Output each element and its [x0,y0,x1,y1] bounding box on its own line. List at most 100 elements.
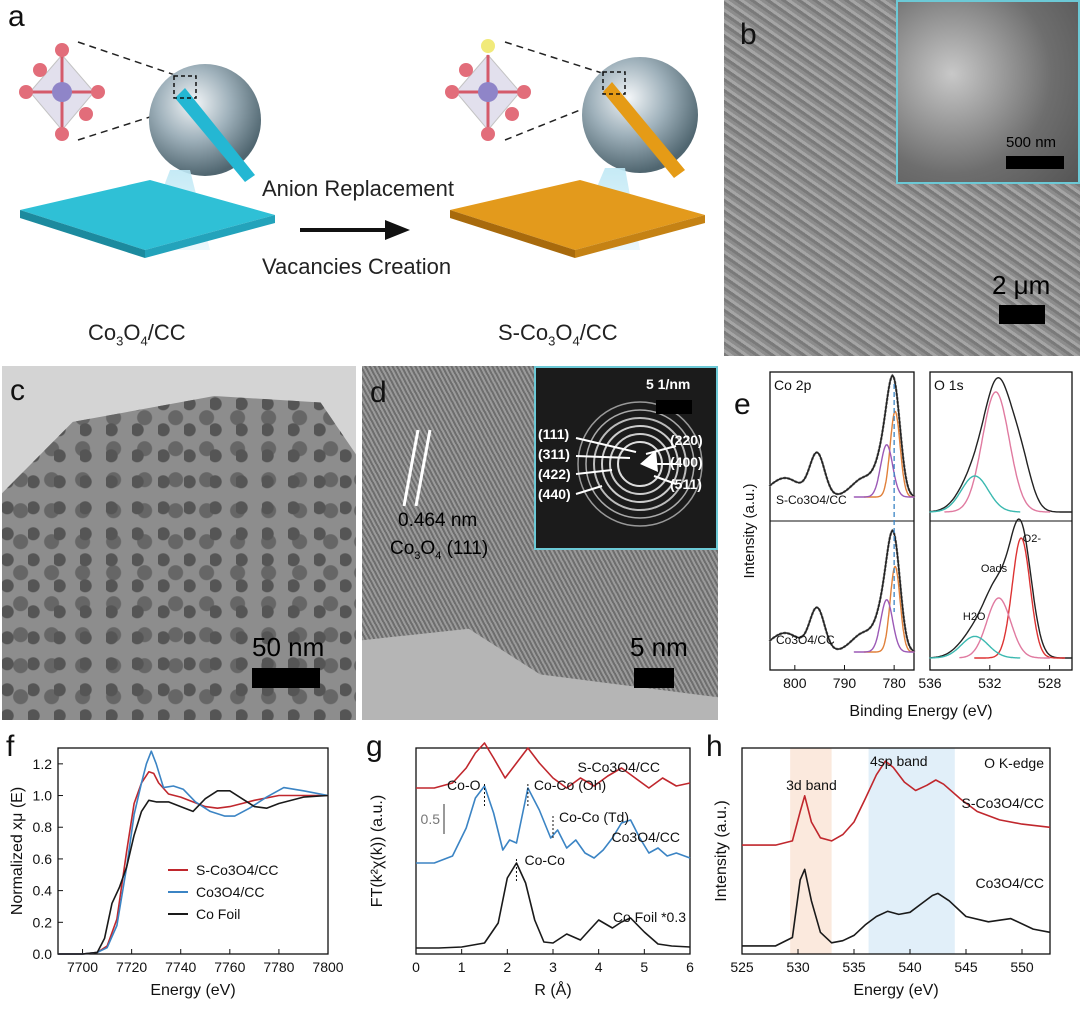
e-annotation: Oads [981,563,1008,575]
f-ytick-label: 1.2 [33,756,53,772]
e-o1s-bottom-comp2 [959,597,1051,659]
h-xtick-label: 545 [954,959,978,975]
panel-e: 800 790 780 536 532 528 Co 2p O 1s S-Co3O4/CC Co3… [722,362,1080,724]
inset-scale-label: 500 nm [1006,134,1057,151]
f-ytick-label: 0.8 [33,819,53,835]
arrow-top-label: Anion Replacement [262,176,455,201]
g-series-1 [416,785,691,864]
g-annotation: Co-Co [524,852,565,868]
e-co2p-bottom-fit [769,529,915,652]
f-xtick-label: 7800 [312,959,343,975]
g-xlabel: R (Å) [534,980,571,999]
g-xtick-label: 3 [549,959,557,975]
g-xtick-label: 1 [458,959,466,975]
panel-a: a Anion Replacement Vacancies Creation C… [0,0,720,360]
h-series-0 [742,760,1051,846]
saed-ring-422: (422) [538,466,571,482]
g-xtick-label: 4 [595,959,603,975]
panel-a-letter: a [8,0,25,33]
e-series-label: Co3O4/CC [776,633,835,647]
e-ylabel: Intensity (a.u.) [741,483,758,578]
particle-region [2,396,356,720]
f-xtick-label: 7780 [263,959,294,975]
f-xtick-label: 7720 [116,959,147,975]
panel-b-inset [896,0,1080,184]
g-annotation: Co-O [447,777,481,793]
f-xtick-label: 7760 [214,959,245,975]
h-series-label: S-Co3O4/CC [962,795,1044,811]
e-annotation: O2- [1023,533,1042,545]
f-series-1 [58,750,329,955]
chart-f-svg: 7700 7720 7740 7760 7780 7800 0.0 0.2 0.4 0.6 0.8 1… [6,730,344,999]
saed-rings [575,400,703,527]
sphere-right-icon [582,57,698,173]
e-co2p-bottom-comp [863,565,915,653]
chart-e-svg: 800 790 780 536 532 528 Co 2p O 1s S-Co3O4/CC Co3… [734,371,1073,720]
e-o1s-bottom-comp3 [929,635,1021,659]
e-o1s-top-comp [944,391,1051,513]
e-o1s-bottom-fit [929,518,1073,659]
h-title: O K-edge [984,755,1044,771]
left-sample-label: Co3O4/CC [88,320,186,349]
edge-region [362,628,718,720]
h-series-label: Co3O4/CC [976,875,1044,891]
h-xtick-label: 535 [842,959,866,975]
panel-b-sem-image: 500 nm 2 μm [724,0,1080,356]
panel-c-letter: c [10,374,25,407]
e-o1s-xtick-label: 528 [1038,675,1062,691]
g-series-label: Co3O4/CC [612,829,680,845]
e-annotation: H2O [963,611,986,623]
h-xtick-label: 530 [786,959,810,975]
g-xtick-label: 0 [412,959,420,975]
saed-inset: 5 1/nm (111) (311) (422) (440) (220) (40… [534,366,718,550]
lattice-lines-icon [400,428,436,508]
octahedron-right-icon [445,39,531,141]
e-co2p-top-comp [863,410,915,498]
e-o1s-xtick-label: 532 [978,675,1002,691]
f-ytick-label: 0.6 [33,851,53,867]
f-legend-label: Co3O4/CC [196,884,264,900]
panel-d-letter: d [370,376,387,409]
saed-ring-311: (311) [538,446,570,462]
e-series-label: S-Co3O4/CC [776,493,847,507]
substrate-left [20,180,275,250]
g-annotation: Co-Co (Td) [559,809,629,825]
c-scale-bar [252,668,320,688]
e-co2p-xtick-label: 800 [783,675,807,691]
saed-ring-400: (400) [670,454,703,470]
f-ylabel: Normalized xμ (E) [9,787,26,915]
f-legend-label: Co Foil [196,906,240,922]
e-o1s-top-comp2 [929,475,1021,513]
arrow-right-icon [385,220,410,240]
e-co2p-bottom-comp2 [853,599,915,653]
g-ylabel: FT(k²χ(k)) (a.u.) [369,795,386,907]
main-scale-label: 2 μm [992,270,1051,300]
f-ytick-label: 0.4 [33,883,53,899]
e-co2p-top-data [768,373,916,498]
h-xtick-label: 525 [730,959,754,975]
main-scale-bar [999,305,1045,324]
g-annotation: Co-Co (Oh) [534,777,606,793]
h-band-label: 3d band [786,777,837,793]
panel-f: 7700 7720 7740 7760 7780 7800 0.0 0.2 0.4 0.6 0.8 1… [0,730,360,1011]
c-scale-label: 50 nm [252,632,325,662]
h-band [868,748,955,954]
saed-scale-label: 5 1/nm [646,376,691,392]
e-o1s-title: O 1s [934,377,964,393]
f-xtick-label: 7740 [165,959,196,975]
f-xlabel: Energy (eV) [150,982,235,999]
g-xtick-label: 2 [503,959,511,975]
panel-g: 0 1 2 3 4 5 6 R (Å) FT(k²χ(k)) (a.u.) S-Co3O4/CC C… [360,730,700,1011]
e-co2p-xtick-label: 790 [833,675,857,691]
saed-ring-511: (511) [670,476,702,492]
e-co2p-top-fit [769,374,915,497]
substrate-right [450,180,705,250]
h-panel-letter: h [706,730,723,763]
e-co2p-top-comp2 [853,444,915,498]
g-xtick-label: 6 [686,959,694,975]
panel-h: 525 530 535 540 545 550 Energy (eV) Intensity (… [700,730,1080,1011]
panel-d-hrtem-image: 0.464 nm Co3O4 (111) 5 1/nm (111) (311) … [362,366,718,720]
chart-g-svg: 0 1 2 3 4 5 6 R (Å) FT(k²χ(k)) (a.u.) S-Co3O4/CC C… [366,730,694,999]
inset-scale-bar [1006,156,1064,169]
panel-a-schematic [19,39,705,258]
